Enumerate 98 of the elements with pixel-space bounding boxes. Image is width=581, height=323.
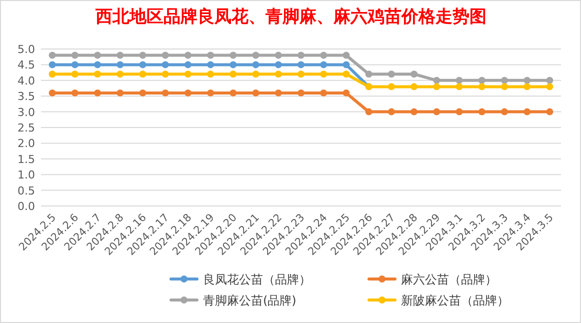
- point: [274, 89, 282, 96]
- point: [500, 83, 508, 90]
- point: [274, 61, 282, 68]
- point: [94, 52, 102, 59]
- chart-title: 西北地区品牌良凤花、青脚麻、麻六鸡苗价格走势图: [94, 7, 488, 28]
- point: [48, 89, 56, 96]
- point: [298, 89, 304, 96]
- point: [230, 89, 237, 96]
- point: [162, 61, 169, 68]
- point: [410, 108, 418, 116]
- point: [342, 61, 350, 68]
- point: [139, 89, 146, 96]
- point: [320, 89, 328, 96]
- point: [252, 70, 260, 78]
- y-tick-label: 2.5: [18, 122, 35, 134]
- point: [365, 108, 372, 116]
- point: [230, 52, 237, 59]
- point: [162, 52, 169, 59]
- point: [71, 70, 78, 78]
- legend-label: 麻六公苗（品牌）: [401, 272, 497, 286]
- y-tick-label: 1.5: [18, 152, 35, 166]
- point: [546, 76, 554, 84]
- y-tick-label: 5.0: [18, 43, 35, 56]
- point: [456, 83, 463, 90]
- y-tick-label: 4.5: [18, 58, 35, 72]
- point: [456, 76, 463, 84]
- point: [342, 70, 350, 78]
- point: [478, 108, 486, 116]
- point: [184, 61, 192, 68]
- point: [162, 89, 169, 96]
- point: [524, 76, 531, 84]
- y-tick-label: 0.5: [18, 184, 35, 198]
- point: [298, 70, 304, 78]
- point: [184, 70, 192, 78]
- point: [252, 52, 260, 59]
- point: [274, 52, 282, 59]
- point: [410, 83, 418, 90]
- point: [71, 61, 78, 68]
- legend-label: 良凤花公苗（品牌）: [203, 272, 311, 286]
- point: [500, 108, 508, 116]
- point: [48, 61, 56, 68]
- point: [410, 70, 418, 78]
- point: [320, 61, 328, 68]
- y-tick-label: 1.0: [18, 168, 35, 182]
- point: [298, 61, 304, 68]
- point: [433, 83, 440, 90]
- legend-label: 新陂麻公苗（品牌）: [401, 294, 509, 308]
- point: [116, 52, 124, 59]
- point: [139, 61, 146, 68]
- legend-label: 青脚麻公苗(品牌): [203, 294, 296, 308]
- point: [388, 108, 395, 116]
- point: [478, 83, 486, 90]
- point: [230, 61, 237, 68]
- point: [320, 70, 328, 78]
- point: [48, 70, 56, 78]
- point: [274, 70, 282, 78]
- point: [71, 89, 78, 96]
- point: [500, 76, 508, 84]
- point: [116, 89, 124, 96]
- y-tick-label: 2.0: [18, 137, 35, 150]
- point: [184, 52, 192, 59]
- point: [342, 89, 350, 96]
- point: [433, 108, 440, 116]
- point: [433, 76, 440, 84]
- point: [94, 89, 102, 96]
- point: [139, 70, 146, 78]
- point: [365, 70, 372, 78]
- point: [184, 89, 192, 96]
- point: [524, 108, 531, 116]
- y-tick-label: 4.0: [18, 74, 35, 88]
- point: [162, 70, 169, 78]
- point: [546, 83, 554, 90]
- point: [116, 70, 124, 78]
- point: [207, 52, 214, 59]
- point: [207, 70, 214, 78]
- point: [388, 83, 395, 90]
- point: [342, 52, 350, 59]
- point: [207, 89, 214, 96]
- point: [207, 61, 214, 68]
- point: [94, 61, 102, 68]
- point: [524, 83, 531, 90]
- point: [139, 52, 146, 59]
- point: [48, 52, 56, 59]
- point: [388, 70, 395, 78]
- point: [230, 70, 237, 78]
- point: [546, 108, 554, 116]
- y-tick-label: 3.0: [18, 106, 35, 119]
- y-tick-label: 3.5: [18, 90, 35, 104]
- point: [252, 89, 260, 96]
- point: [116, 61, 124, 68]
- point: [298, 52, 304, 59]
- y-tick-label: 0.0: [18, 200, 35, 213]
- point: [71, 52, 78, 59]
- point: [94, 70, 102, 78]
- point: [252, 61, 260, 68]
- point: [456, 108, 463, 116]
- point: [478, 76, 486, 84]
- point: [320, 52, 328, 59]
